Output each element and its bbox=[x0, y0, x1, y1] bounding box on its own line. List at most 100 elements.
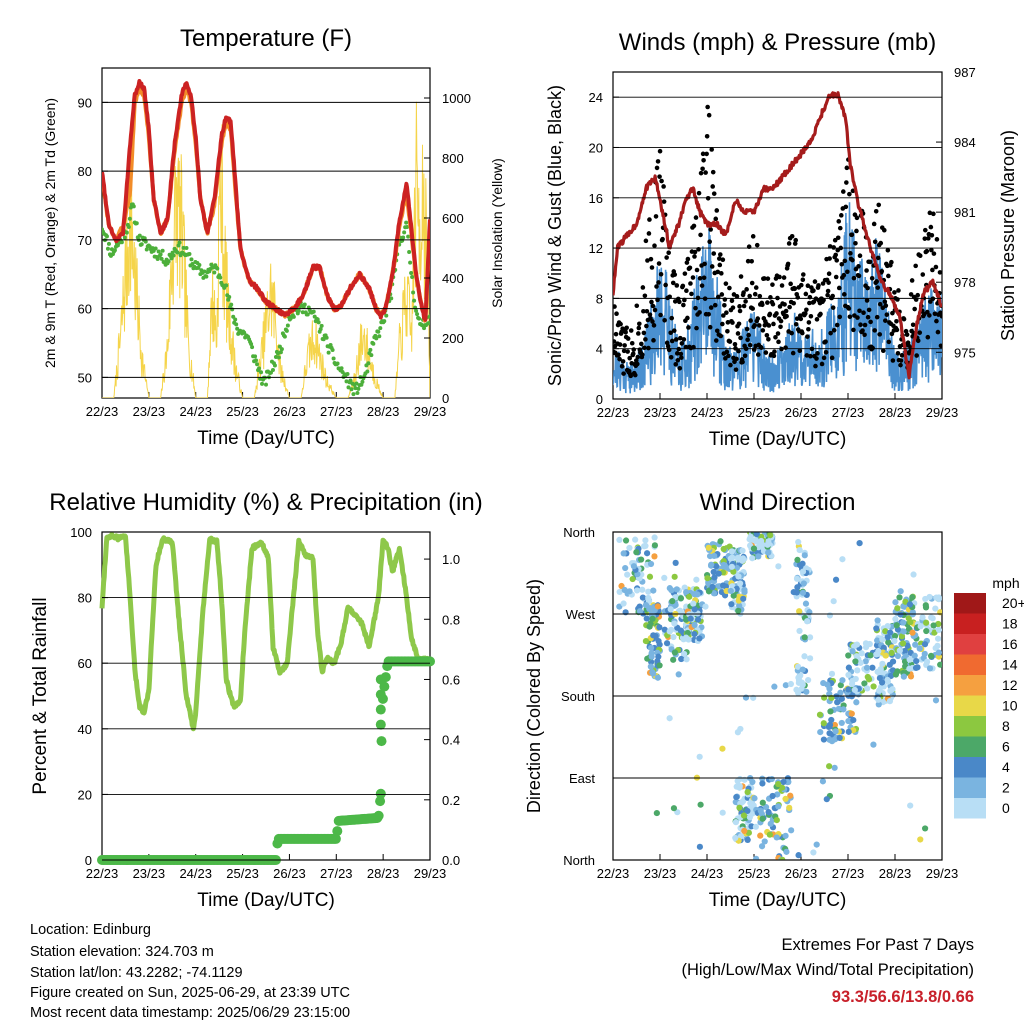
direction-point bbox=[711, 574, 718, 581]
gust-point bbox=[652, 243, 657, 249]
direction-point bbox=[666, 715, 673, 722]
wind-xtick-label: 22/23 bbox=[597, 405, 630, 420]
precip-point bbox=[375, 719, 386, 730]
direction-point bbox=[653, 809, 660, 817]
direction-point bbox=[836, 734, 843, 741]
direction-point bbox=[735, 573, 742, 580]
direction-point bbox=[921, 641, 929, 648]
gust-point bbox=[678, 351, 684, 357]
gust-point bbox=[895, 297, 900, 302]
gust-point bbox=[922, 227, 928, 233]
direction-point bbox=[759, 541, 766, 548]
gust-point bbox=[784, 313, 789, 319]
wdir-legend-label: 0 bbox=[1002, 800, 1010, 816]
gust-point bbox=[752, 291, 758, 297]
gust-point bbox=[816, 283, 821, 288]
dewpoint-point bbox=[169, 256, 174, 261]
dewpoint-point bbox=[335, 361, 340, 366]
gust-point bbox=[701, 275, 707, 281]
gust-point bbox=[927, 313, 932, 318]
gust-point bbox=[719, 292, 725, 297]
direction-point bbox=[741, 588, 748, 596]
gust-point bbox=[937, 270, 942, 275]
gust-point bbox=[760, 328, 766, 333]
wdir-legend-label: 14 bbox=[1002, 657, 1018, 673]
dewpoint-point bbox=[405, 225, 410, 230]
dewpoint-point bbox=[302, 302, 307, 307]
direction-point bbox=[826, 763, 833, 770]
direction-point bbox=[759, 775, 766, 782]
direction-point bbox=[831, 736, 839, 743]
direction-point bbox=[681, 650, 688, 658]
direction-point bbox=[898, 633, 906, 640]
gust-point bbox=[848, 251, 853, 256]
rh-xtick-label: 23/23 bbox=[133, 866, 166, 881]
direction-point bbox=[705, 544, 712, 551]
gust-point bbox=[677, 299, 682, 305]
direction-point bbox=[654, 674, 662, 681]
direction-point bbox=[734, 554, 741, 562]
gust-point bbox=[709, 264, 715, 269]
dewpoint-point bbox=[324, 335, 329, 340]
direction-point bbox=[877, 665, 884, 673]
direction-point bbox=[742, 694, 750, 701]
gust-point bbox=[866, 307, 872, 313]
gust-point bbox=[700, 151, 706, 157]
dewpoint-point bbox=[311, 309, 316, 314]
gust-point bbox=[737, 308, 743, 314]
direction-point bbox=[921, 825, 929, 832]
gust-point bbox=[713, 338, 719, 343]
gust-point bbox=[883, 303, 889, 308]
dewpoint-point bbox=[142, 236, 147, 241]
gust-point bbox=[813, 363, 818, 369]
direction-point bbox=[857, 659, 864, 666]
direction-point bbox=[702, 603, 709, 610]
gust-point bbox=[629, 340, 635, 346]
gust-point bbox=[640, 285, 646, 290]
direction-point bbox=[765, 549, 772, 556]
gust-point bbox=[689, 291, 694, 297]
gust-point bbox=[749, 280, 755, 286]
extremes-subtitle: (High/Low/Max Wind/Total Precipitation) bbox=[681, 961, 974, 979]
direction-point bbox=[621, 586, 628, 594]
direction-point bbox=[935, 626, 942, 634]
gust-point bbox=[798, 282, 804, 288]
gust-point bbox=[655, 159, 661, 164]
gust-point bbox=[668, 330, 674, 336]
gust-point bbox=[898, 362, 903, 368]
direction-point bbox=[757, 832, 764, 839]
gust-point bbox=[717, 262, 723, 268]
direction-point bbox=[783, 848, 790, 855]
direction-point bbox=[782, 832, 789, 839]
gust-point bbox=[613, 331, 619, 337]
precip-point bbox=[330, 833, 341, 844]
direction-point bbox=[862, 644, 870, 651]
gust-point bbox=[917, 253, 923, 259]
direction-point bbox=[739, 799, 746, 806]
gust-point bbox=[839, 261, 845, 267]
gust-point bbox=[644, 308, 650, 314]
dewpoint-point bbox=[272, 363, 277, 368]
gust-point bbox=[930, 267, 935, 273]
direction-point bbox=[616, 588, 623, 596]
rh-xlabel: Time (Day/UTC) bbox=[197, 890, 335, 911]
dewpoint-point bbox=[353, 386, 358, 391]
direction-point bbox=[886, 698, 894, 705]
direction-point bbox=[650, 587, 657, 594]
gust-point bbox=[703, 170, 708, 175]
direction-point bbox=[683, 656, 690, 663]
temp-ytick-right-label: 0 bbox=[442, 391, 449, 406]
gust-point bbox=[681, 337, 687, 342]
wind-ytick-right-label: 975 bbox=[954, 345, 976, 360]
gust-point bbox=[716, 256, 722, 261]
direction-point bbox=[813, 841, 820, 848]
direction-point bbox=[655, 653, 662, 660]
gust-point bbox=[737, 304, 742, 309]
rh-ytick-right-label: 0.2 bbox=[442, 793, 460, 808]
direction-point bbox=[909, 609, 916, 616]
gust-point bbox=[922, 236, 928, 241]
gust-point bbox=[673, 337, 679, 342]
direction-point bbox=[873, 625, 880, 632]
direction-point bbox=[765, 809, 772, 816]
direction-point bbox=[803, 688, 810, 695]
